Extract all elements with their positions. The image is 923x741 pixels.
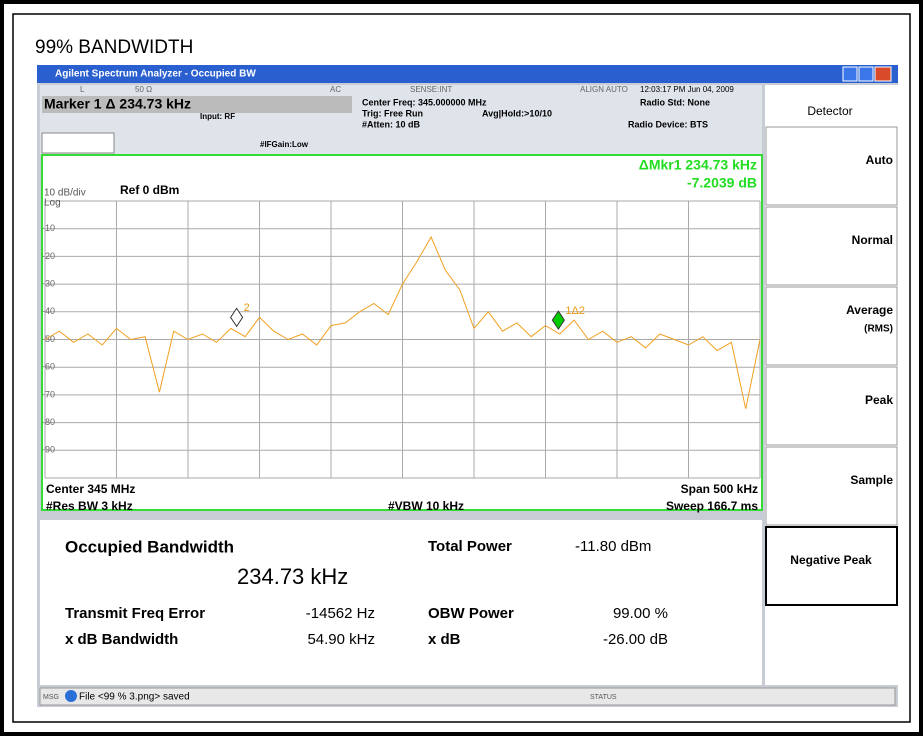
status-label: STATUS (590, 694, 617, 701)
vbw: #VBW 10 kHz (388, 499, 464, 513)
status-item: ALIGN AUTO (580, 85, 628, 94)
y-tick-label: -30 (42, 278, 55, 288)
radio-device: Radio Device: BTS (628, 119, 708, 129)
y-tick-label: -60 (42, 362, 55, 372)
value: -26.00 dB (603, 631, 668, 648)
label: x dB Bandwidth (65, 631, 178, 648)
status-item: 12:03:17 PM Jun 04, 2009 (640, 85, 734, 94)
softkey-label: Peak (865, 393, 893, 407)
y-tick-label: -80 (42, 417, 55, 427)
softkey[interactable] (765, 126, 898, 206)
softkey[interactable] (765, 526, 898, 606)
marker-box (42, 96, 352, 113)
softkey[interactable] (765, 206, 898, 286)
max-button[interactable] (858, 66, 874, 82)
results-panel (40, 520, 762, 685)
softkey[interactable] (765, 366, 898, 446)
value: 54.90 kHz (307, 631, 375, 648)
y-tick-label: -50 (42, 334, 55, 344)
label: Total Power (428, 538, 512, 555)
plot-footer: Center 345 MHz #Res BW 3 kHz #VBW 10 kHz… (46, 482, 758, 513)
marker (551, 310, 565, 331)
plot: -10 -20 -30 -40 -50 -60 -70 -80 -90 2 1Δ2 (42, 200, 761, 479)
status-item: L (80, 85, 85, 94)
result-title: Occupied Bandwidth (65, 537, 234, 556)
input: Input: RF (200, 112, 235, 121)
softkey[interactable] (765, 446, 898, 526)
window-title: Agilent Spectrum Analyzer - Occupied BW (55, 69, 256, 80)
inner-frame (12, 13, 911, 723)
y-tick-label: -70 (42, 389, 55, 399)
sweep: Sweep 166.7 ms (666, 499, 758, 513)
page-title: 99% BANDWIDTH (35, 37, 193, 58)
settings: Center Freq: 345.000000 MHz Trig: Free R… (362, 97, 710, 129)
value: -11.80 dBm (575, 538, 651, 555)
softkey-label: Normal (852, 233, 893, 247)
trace (44, 235, 761, 409)
status-bar (39, 687, 896, 706)
status-text: File <99 % 3.png> saved (79, 692, 190, 703)
result-value: 234.73 kHz (237, 564, 348, 589)
softkey-title: Detector (807, 104, 852, 118)
softkey-label: Negative Peak (790, 553, 872, 567)
value: 99.00 % (613, 605, 668, 622)
scale: 10 dB/div (44, 188, 86, 199)
label: x dB (428, 631, 461, 648)
log: Log (44, 198, 61, 209)
softkey-label: Auto (866, 153, 893, 167)
avg: Avg|Hold:>10/10 (482, 108, 552, 118)
label: OBW Power (428, 605, 514, 622)
y-tick-label: -20 (42, 251, 55, 261)
span: Span 500 kHz (681, 482, 758, 496)
atten: #Atten: 10 dB (362, 119, 421, 129)
entry-box[interactable] (41, 132, 115, 154)
softkey[interactable] (765, 286, 898, 366)
marker-label: 2 (244, 302, 250, 314)
softkey-label: Average (846, 303, 893, 317)
y-tick-label: -40 (42, 306, 55, 316)
status-item: AC (330, 85, 341, 94)
center-freq: Center Freq: 345.000000 MHz (362, 97, 487, 107)
status-item: SENSE:INT (410, 85, 452, 94)
status-item: 50 Ω (135, 85, 152, 94)
close-button[interactable] (874, 66, 892, 82)
msg: MSG (43, 694, 59, 701)
delta-marker-value: -7.2039 dB (687, 175, 757, 191)
marker (230, 307, 244, 328)
title-bar (37, 65, 898, 83)
trig: Trig: Free Run (362, 108, 423, 118)
y-tick-label: -10 (42, 223, 55, 233)
res-bw: #Res BW 3 kHz (46, 499, 133, 513)
marker-readout: Marker 1 Δ 234.73 kHz (44, 96, 191, 112)
value: -14562 Hz (306, 605, 375, 622)
delta-marker: ΔMkr1 234.73 kHz (639, 157, 757, 173)
center: Center 345 MHz (46, 482, 135, 496)
softkey-label: Sample (850, 473, 893, 487)
softkeys: Auto Normal Average (RMS) Peak Sample Negative… (765, 126, 898, 606)
info-icon (65, 690, 77, 702)
ifgain: #IFGain:Low (260, 140, 309, 149)
marker-label: 1Δ2 (565, 305, 585, 317)
min-button[interactable] (842, 66, 858, 82)
y-tick-label: -90 (42, 445, 55, 455)
status-row: L 50 Ω AC SENSE:INT ALIGN AUTO 12:03:17 … (80, 85, 734, 94)
softkey-sub: (RMS) (864, 324, 893, 335)
radio-std: Radio Std: None (640, 97, 710, 107)
label: Transmit Freq Error (65, 605, 205, 622)
ref-level: Ref 0 dBm (120, 183, 179, 197)
results: Occupied Bandwidth 234.73 kHz Total Powe… (65, 537, 668, 647)
